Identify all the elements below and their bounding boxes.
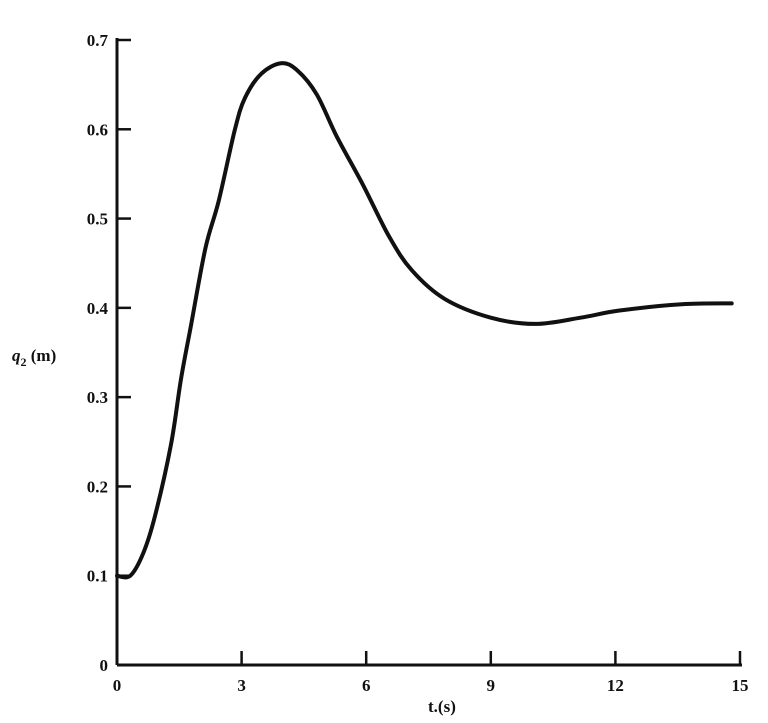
x-tick-label: 0 <box>113 676 122 695</box>
y-tick-label: 0.2 <box>87 477 108 496</box>
y-axis-label: q2 (m) <box>12 346 56 369</box>
x-tick-label: 15 <box>732 676 749 695</box>
axes <box>115 38 742 667</box>
y-tick-label: 0.7 <box>87 31 109 50</box>
y-tick-label: 0 <box>100 656 109 675</box>
x-tick-label: 6 <box>362 676 371 695</box>
ticks: 0 3 6 9 12 15 0 0.1 0.2 0.3 0.4 0.5 0.6 0.7 <box>87 31 749 695</box>
x-tick-label: 12 <box>607 676 624 695</box>
x-tick-label: 9 <box>487 676 496 695</box>
y-tick-label: 0.3 <box>87 388 108 407</box>
y-tick-label: 0.6 <box>87 120 108 139</box>
y-tick-label: 0.4 <box>87 299 109 318</box>
y-tick-label: 0.1 <box>87 567 108 586</box>
x-axis-label: t.(s) <box>428 697 456 716</box>
x-tick-label: 3 <box>237 676 246 695</box>
series-line <box>115 61 734 580</box>
y-tick-label: 0.5 <box>87 210 108 229</box>
